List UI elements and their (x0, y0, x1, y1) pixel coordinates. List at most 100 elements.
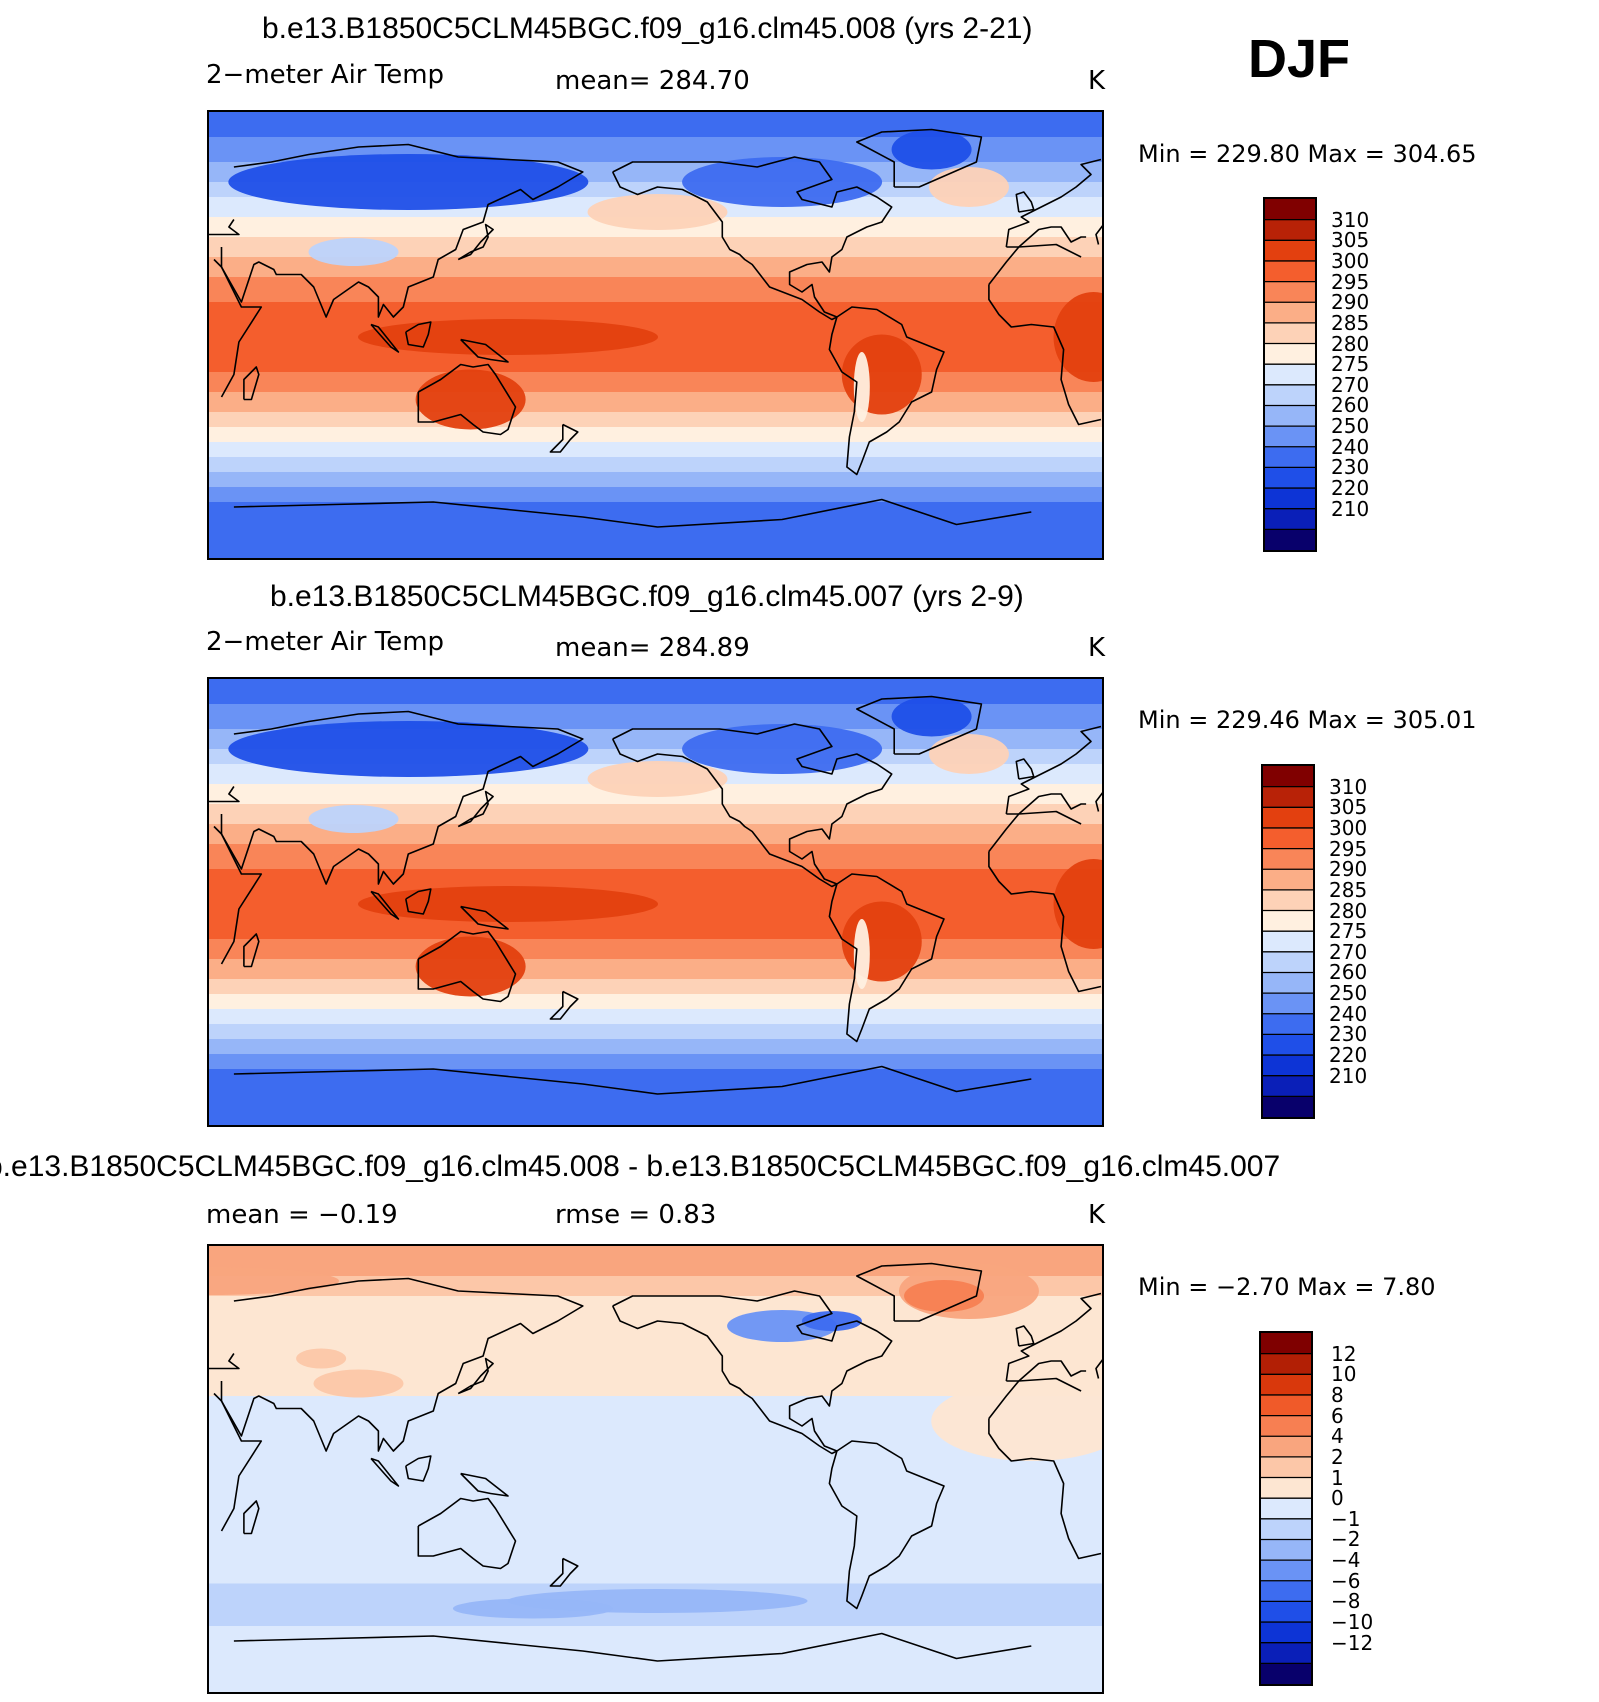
colorbar-swatch (1265, 384, 1315, 406)
temperature-band (209, 1039, 1102, 1055)
coastline (549, 423, 579, 453)
field-anomaly (891, 129, 972, 170)
colorbar-tick-label: 275 (1331, 352, 1370, 377)
coastline (828, 1440, 945, 1610)
temperature-band (209, 457, 1102, 473)
coastline (243, 366, 260, 401)
colorbar-swatch (1265, 508, 1315, 530)
field-anomaly (891, 696, 972, 737)
colorbar-swatch (1261, 1477, 1311, 1499)
panel-1-units: K (1088, 66, 1106, 96)
coastline (460, 1472, 509, 1497)
field-anomaly (415, 936, 526, 997)
temperature-band (209, 237, 1102, 258)
colorbar-swatch (1261, 1374, 1311, 1396)
panel-3-title: b.e13.B1850C5CLM45BGC.f09_g16.clm45.008 … (0, 1150, 1281, 1183)
colorbar-swatch (1263, 827, 1313, 850)
field-anomaly (448, 1361, 568, 1381)
colorbar-tick-label: 290 (1331, 290, 1370, 315)
colorbar-swatch (1263, 1034, 1313, 1056)
field-anomaly (853, 919, 870, 989)
colorbar-swatch (1265, 446, 1315, 468)
coastline (457, 223, 494, 261)
colorbar-tick-label: −1 (1331, 1506, 1361, 1531)
coastline (243, 1500, 260, 1535)
colorbar-swatch (1263, 807, 1313, 829)
colorbar-tick-label: 310 (1329, 774, 1368, 799)
colorbar-swatch (1265, 322, 1315, 345)
colorbar-swatch (1263, 1075, 1313, 1097)
panel-2-map (207, 677, 1104, 1127)
coastline (370, 890, 400, 920)
colorbar-swatch (1263, 1055, 1313, 1077)
colorbar-swatch (1263, 766, 1313, 788)
temperature-band (209, 442, 1102, 458)
field-anomaly (841, 334, 922, 415)
colorbar-swatch (1261, 1436, 1311, 1458)
colorbar-tick-label: 230 (1331, 455, 1370, 480)
coastline (460, 338, 509, 363)
temperature-band (209, 804, 1102, 825)
colorbar-tick-label: 300 (1329, 815, 1368, 840)
colorbar-swatch (1265, 240, 1315, 262)
coastline (405, 1455, 432, 1482)
temperature-band (209, 1626, 1102, 1642)
colorbar-swatch (1261, 1560, 1311, 1582)
colorbar-tick-label: −12 (1331, 1630, 1374, 1655)
coastline (457, 790, 494, 828)
coastline (209, 1277, 1102, 1452)
colorbar-swatch (1261, 1415, 1311, 1437)
colorbar-swatch (1265, 199, 1315, 221)
panel-1-title: b.e13.B1850C5CLM45BGC.f09_g16.clm45.008 … (262, 12, 1033, 45)
colorbar-tick-label: 220 (1331, 476, 1370, 501)
coastline (405, 321, 432, 348)
colorbar-tick-label: 8 (1331, 1382, 1344, 1407)
colorbar-tick-label: 270 (1331, 372, 1370, 397)
temperature-band (209, 1069, 1102, 1125)
colorbar-swatch (1265, 426, 1315, 448)
colorbar-swatch (1265, 260, 1315, 283)
field-anomaly (841, 901, 922, 982)
colorbar-swatch (1261, 1642, 1311, 1664)
colorbar-swatch (1265, 488, 1315, 510)
field-anomaly (931, 1381, 1102, 1461)
colorbar-tick-label: 260 (1329, 960, 1368, 985)
colorbar-tick-label: 310 (1331, 207, 1370, 232)
colorbar-swatch (1261, 1663, 1311, 1684)
temperature-band (209, 412, 1102, 428)
field-anomaly (358, 886, 658, 922)
colorbar-swatch (1261, 1601, 1311, 1623)
coastline (611, 156, 893, 321)
colorbar-swatch (1263, 786, 1313, 808)
colorbar-swatch (1265, 302, 1315, 324)
field-anomaly (358, 319, 658, 355)
coastline (1015, 191, 1035, 213)
field-anomaly (928, 167, 1009, 207)
field-anomaly (228, 721, 589, 777)
colorbar-tick-label: 2 (1331, 1444, 1344, 1469)
panel-1-map (207, 110, 1104, 560)
field-anomaly (313, 1369, 404, 1398)
temperature-band (209, 679, 1102, 705)
colorbar-swatch (1261, 1518, 1311, 1540)
field-anomaly (682, 724, 883, 774)
coastline (233, 1065, 1032, 1095)
colorbar-tick-label: 250 (1331, 414, 1370, 439)
colorbar-tick-label: 260 (1331, 393, 1370, 418)
coastline (243, 933, 260, 968)
panel-1-mean: mean= 284.70 (555, 66, 750, 96)
coastline (460, 905, 509, 930)
colorbar-tick-label: 6 (1331, 1403, 1344, 1428)
field-anomaly (228, 154, 589, 210)
panel-2-units: K (1088, 633, 1106, 663)
coastline (856, 1262, 983, 1322)
coastline (405, 888, 432, 915)
colorbar-swatch (1263, 848, 1313, 870)
temperature-band (209, 1009, 1102, 1025)
temperature-band (209, 979, 1102, 995)
colorbar-tick-label: 280 (1331, 331, 1370, 356)
temperature-band (209, 502, 1102, 558)
field-anomaly (296, 1348, 347, 1369)
colorbar-swatch (1261, 1333, 1311, 1355)
colorbar-swatch (1263, 951, 1313, 973)
